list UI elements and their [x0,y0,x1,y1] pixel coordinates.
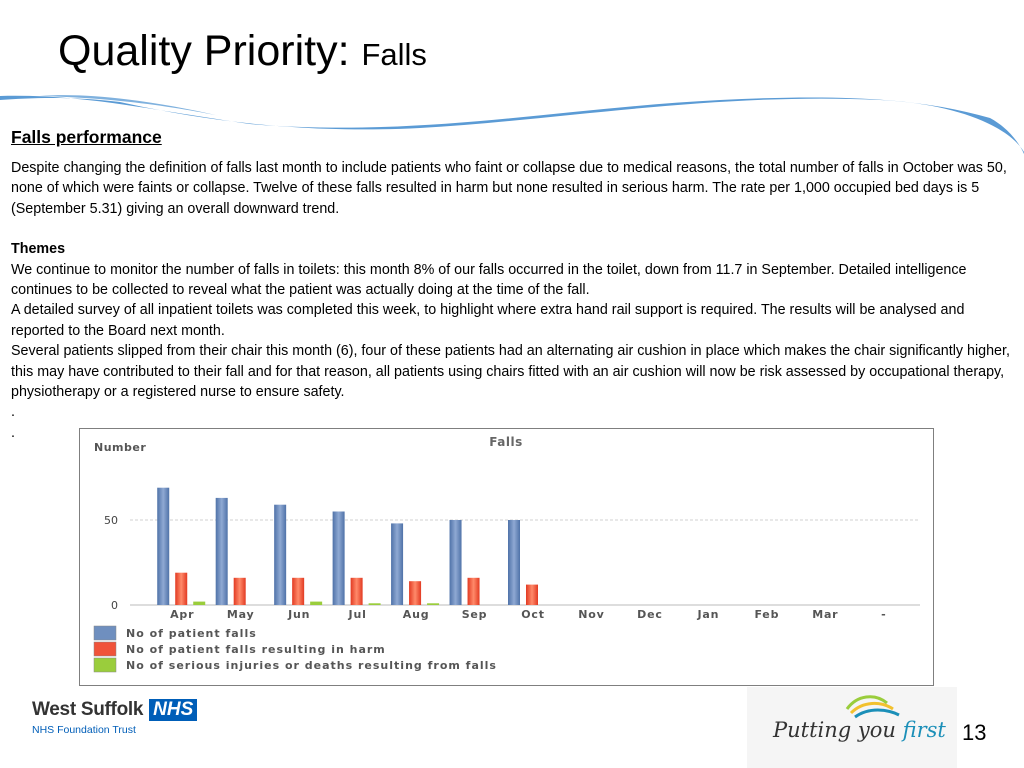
falls-chart-svg: 0 50 Number Falls Apr May Jun Jul Aug Sep Oct Nov De… [93,435,920,673]
bar-harm [233,577,246,605]
bar-falls [157,487,170,605]
legend-swatch [93,641,117,657]
section-heading: Falls performance [11,127,162,147]
putting-you-first-logo: Putting you first [747,687,957,768]
legend-label: No of patient falls [126,627,257,640]
slide-title: Quality Priority: Falls [58,26,427,80]
west-suffolk-logo: West Suffolk NHS NHS Foundation Trust [32,699,198,736]
nhs-badge: NHS [149,699,198,721]
slide-title-main: Quality Priority: [58,27,362,75]
bar-harm [526,584,538,605]
slogan-emph: first [902,718,946,742]
bar-harm [350,577,363,605]
legend-label: No of serious injuries or deaths resulti… [126,659,497,672]
x-tick-label: Jan [697,608,720,621]
bar-serious [427,603,440,605]
x-tick-label: Feb [754,608,779,621]
stray-dot: . [11,404,15,421]
x-tick-label: Jun [287,608,310,621]
bar-falls [332,511,345,605]
bar-falls [215,497,228,605]
bar-harm [175,572,188,605]
themes-heading: Themes [11,241,66,258]
legend-swatch [93,625,117,641]
y-tick-label: 50 [104,514,118,527]
decorative-swoosh [0,95,1024,154]
y-axis-title: Number [94,441,146,454]
x-tick-label: Jul [348,608,367,621]
x-tick-label: Oct [521,608,545,621]
bar-harm [292,577,305,605]
theme-paragraph: A detailed survey of all inpatient toile… [11,302,965,339]
slide-body: Falls performance Despite changing the d… [11,124,1017,443]
intro-paragraph: Despite changing the definition of falls… [11,160,1007,217]
falls-chart: 0 50 Number Falls Apr May Jun Jul Aug Sep Oct Nov De… [79,428,934,686]
ribbon-icon [845,695,900,719]
org-name: West Suffolk [32,699,144,720]
bar-serious [368,603,381,605]
chart-title: Falls [489,435,522,449]
bar-falls [391,523,404,605]
bar-serious [193,601,206,605]
legend-label: No of patient falls resulting in harm [126,643,386,656]
x-tick-label: Sep [462,608,488,621]
org-trust: NHS Foundation Trust [32,724,136,736]
slogan-main: Putting you [773,718,903,742]
slogan: Putting you first [773,718,946,742]
slide-title-sub: Falls [361,37,427,72]
bar-falls [508,520,520,605]
bar-serious [310,601,323,605]
legend-swatch [93,657,117,673]
bar-harm [467,577,480,605]
bar-falls [449,520,462,605]
bar-falls [274,504,287,605]
x-tick-label: Dec [637,608,663,621]
page-number: 13 [962,720,987,745]
y-tick-label: 0 [111,599,118,612]
x-tick-label: Mar [812,608,838,621]
stray-dot: . [11,424,15,441]
x-tick-label: May [227,608,255,621]
x-tick-label: Apr [170,608,194,621]
x-tick-label: Aug [403,608,430,621]
theme-paragraph: We continue to monitor the number of fal… [11,261,967,299]
theme-paragraph: Several patients slipped from their chai… [11,343,1010,401]
x-tick-label: Nov [578,608,604,621]
bar-harm [409,581,422,605]
x-tick-label: - [881,608,886,621]
